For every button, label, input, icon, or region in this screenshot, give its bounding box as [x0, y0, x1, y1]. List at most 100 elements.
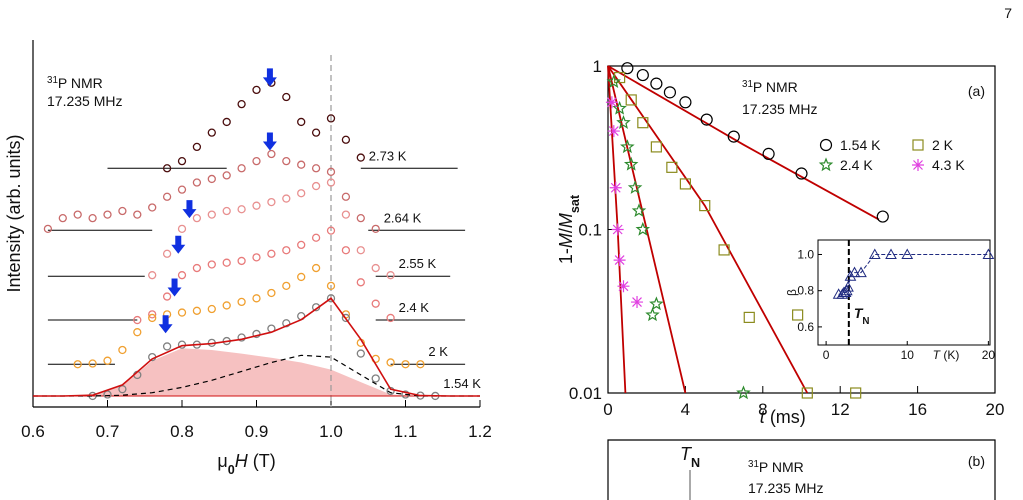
data-point — [207, 210, 216, 219]
arrow-marker — [262, 132, 277, 151]
data-point — [386, 386, 395, 396]
x-tick-label: 1.2 — [468, 422, 492, 441]
data-point — [103, 390, 112, 399]
annotation: 17.235 MHz — [47, 93, 122, 109]
data-point — [371, 263, 380, 273]
legend-marker — [819, 138, 833, 152]
data-point — [282, 156, 291, 166]
data-point — [848, 266, 861, 278]
series-label: 2.73 K — [369, 148, 407, 163]
data-point — [371, 374, 380, 383]
data-point — [88, 359, 97, 368]
data-point — [326, 281, 336, 291]
x-tick-label: 0 — [603, 400, 612, 419]
fit-line — [33, 297, 480, 397]
fit-component-area — [33, 348, 480, 396]
data-point — [207, 174, 216, 184]
data-point — [148, 271, 157, 280]
data-point — [743, 311, 755, 323]
data-point — [356, 214, 365, 223]
y-axis-label: 1-M/Msat — [556, 194, 582, 264]
data-point — [649, 296, 664, 311]
data-point — [192, 214, 202, 223]
annotation: 31P NMR — [47, 75, 103, 92]
text-part: 31 — [748, 459, 759, 470]
data-point — [237, 205, 246, 214]
page-number: 7 — [1004, 5, 1012, 21]
legend-label: 1.54 K — [840, 137, 881, 153]
data-point — [631, 203, 647, 218]
text-part: P NMR — [58, 75, 103, 91]
x-axis-label: t (ms) — [760, 407, 806, 427]
data-point — [606, 74, 622, 89]
panel-label: (b) — [968, 453, 985, 469]
legend-label: 4.3 K — [932, 157, 965, 173]
text-part: sat — [568, 194, 582, 213]
arrow-marker — [182, 200, 197, 219]
data-point — [282, 281, 291, 291]
data-point — [162, 192, 172, 201]
y-tick-label: 1.0 — [797, 247, 814, 261]
text-part: H — [235, 451, 249, 471]
x-tick-label: 8 — [758, 400, 767, 419]
data-point — [267, 149, 276, 159]
data-point — [885, 248, 897, 259]
arrow-marker — [158, 315, 173, 334]
text-part: P NMR — [753, 79, 798, 95]
data-point — [341, 135, 351, 144]
x-tick-label: 1.0 — [319, 422, 343, 441]
data-point — [252, 85, 261, 95]
data-point — [252, 201, 261, 210]
data-point — [222, 171, 231, 180]
data-point — [844, 270, 857, 281]
data-point — [73, 210, 82, 219]
data-point — [222, 258, 231, 267]
data-point — [326, 294, 336, 303]
data-point — [616, 115, 631, 129]
data-point — [237, 256, 246, 266]
data-point — [842, 281, 854, 292]
data-point — [650, 141, 662, 153]
series-label: 1.54 K — [443, 376, 481, 391]
data-point — [133, 315, 142, 325]
data-point — [736, 385, 751, 400]
data-point — [611, 223, 624, 236]
data-point — [663, 86, 677, 99]
y-tick-label: 1 — [593, 57, 602, 76]
data-point — [645, 307, 660, 322]
data-point — [192, 142, 202, 152]
x-tick-label: 0.8 — [170, 422, 194, 441]
fit-component-line — [33, 354, 480, 397]
data-point — [311, 164, 321, 173]
data-point — [416, 360, 425, 369]
data-point — [207, 304, 216, 314]
text-part: (T) — [248, 451, 276, 471]
data-point — [58, 214, 67, 223]
data-point — [840, 284, 853, 296]
x-tick-label: 20 — [982, 348, 996, 362]
text-part: (K) — [940, 348, 959, 362]
data-point — [237, 164, 246, 173]
text-part: 31 — [742, 79, 753, 90]
text-part: μ — [217, 451, 227, 471]
text-part: t — [760, 407, 766, 427]
data-point — [162, 249, 172, 258]
data-point — [73, 360, 82, 369]
data-point — [311, 233, 321, 242]
annotation: 17.235 MHz — [748, 480, 823, 496]
data-point — [326, 167, 336, 176]
data-point — [177, 271, 187, 280]
text-part: T — [933, 348, 942, 362]
annotation: TN — [680, 444, 700, 470]
x-tick-label: 20 — [986, 400, 1005, 419]
data-point — [679, 96, 692, 109]
y-axis-label: Intensity (arb. units) — [4, 134, 24, 292]
data-point — [727, 130, 740, 143]
data-point — [103, 210, 112, 219]
annotation: TN — [854, 305, 870, 327]
legend-label: 2 K — [932, 137, 954, 153]
data-point — [718, 244, 730, 256]
data-point — [356, 349, 365, 358]
data-point — [162, 292, 172, 301]
